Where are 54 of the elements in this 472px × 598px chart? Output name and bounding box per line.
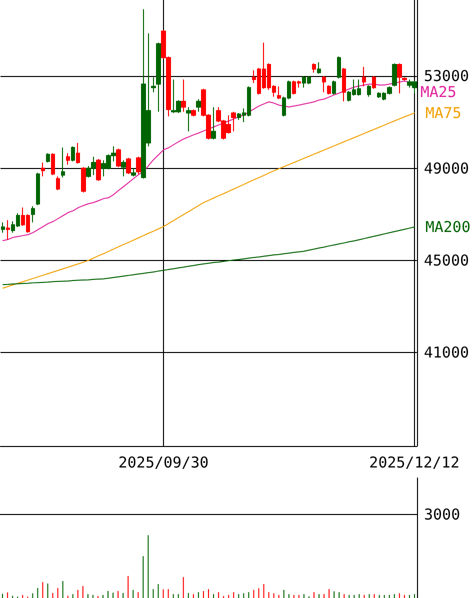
candlestick — [211, 106, 216, 140]
line-series — [2, 226, 415, 286]
candlestick — [151, 76, 156, 93]
candlestick — [121, 160, 126, 177]
candlestick — [402, 76, 407, 82]
candlestick — [76, 142, 80, 164]
candlestick — [337, 56, 341, 79]
x-tick-label: 2025/12/12 — [369, 454, 460, 472]
candlestick — [81, 166, 86, 193]
candlestick — [136, 156, 141, 175]
candlestick — [1, 222, 5, 234]
candlestick — [96, 158, 101, 182]
line-series — [2, 112, 415, 289]
candlestick — [372, 76, 376, 90]
candlestick — [231, 111, 236, 132]
candlestick — [66, 152, 70, 166]
candlestick — [322, 76, 326, 93]
candlestick — [342, 67, 346, 102]
y-tick-label: 53000 — [424, 67, 469, 86]
candlestick — [126, 157, 131, 175]
candlestick — [31, 206, 35, 223]
candlestick — [186, 106, 191, 132]
y-tick-label: 49000 — [424, 159, 469, 178]
candlestick — [156, 42, 161, 112]
candlestick — [61, 147, 65, 178]
candlestick — [392, 62, 397, 87]
series-label: MA75 — [425, 104, 462, 122]
candlestick — [362, 66, 366, 87]
candlestick — [191, 108, 196, 117]
candlestick — [181, 79, 186, 112]
candlestick — [367, 84, 371, 98]
candlestick — [131, 168, 136, 177]
candlestick — [277, 86, 281, 100]
candlestick — [312, 62, 316, 74]
x-tick-label: 2025/09/30 — [118, 454, 209, 472]
candlestick — [196, 98, 201, 112]
candlestick — [71, 146, 75, 162]
candlestick — [41, 162, 45, 177]
y-tick-label: 3000 — [424, 505, 460, 524]
y-tick-label: 41000 — [424, 344, 469, 362]
series-label: MA200 — [425, 218, 470, 236]
candlestick — [36, 172, 40, 206]
candlestick — [51, 152, 55, 176]
candlestick — [332, 80, 336, 95]
candlestick — [6, 220, 10, 240]
y-tick-label: 45000 — [424, 251, 469, 270]
candlestick — [116, 148, 121, 168]
candlestick — [327, 84, 331, 95]
candlestick — [397, 62, 402, 94]
candlestick — [317, 62, 321, 74]
candlestick — [56, 176, 60, 191]
series-label: MA25 — [420, 83, 456, 102]
candlestick — [46, 152, 50, 163]
line-series — [2, 80, 410, 242]
